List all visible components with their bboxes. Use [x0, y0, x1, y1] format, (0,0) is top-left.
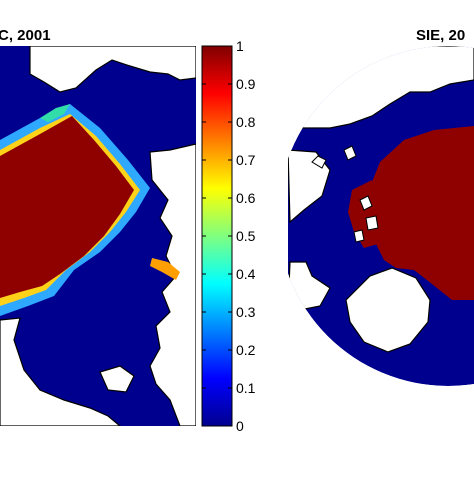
- right-ice-extent: [368, 126, 474, 300]
- colorbar-ticks: 0 0.1 0.2 0.3 0.4 0.5 0.6 0.7 0.8 0.9 1: [202, 38, 256, 434]
- left-ice-fringe-east: [150, 258, 180, 280]
- colorbar-tick-label: 0.4: [236, 266, 256, 282]
- colorbar: 0 0.1 0.2 0.3 0.4 0.5 0.6 0.7 0.8 0.9 1: [201, 38, 256, 434]
- left-land-north: [29, 46, 196, 93]
- left-land-east: [149, 143, 196, 426]
- colorbar-tick-label: 0.8: [236, 114, 256, 130]
- right-land-west: [288, 149, 331, 224]
- colorbar-tick-label: 0.6: [236, 190, 256, 206]
- colorbar-gradient: [201, 45, 233, 427]
- left-ice-fringe-north: [40, 104, 70, 122]
- colorbar-tick-label: 0.5: [236, 228, 256, 244]
- left-land-south: [0, 317, 121, 426]
- colorbar-tick-label: 0: [236, 418, 244, 434]
- right-coast-fragment: [311, 145, 357, 169]
- right-map-panel: [288, 46, 474, 426]
- colorbar-tick-label: 0.9: [236, 76, 256, 92]
- right-land-greenland: [345, 267, 431, 353]
- colorbar-tick-label: 0.7: [236, 152, 256, 168]
- left-map-panel: [0, 46, 196, 426]
- right-panel-title: SIE, 20: [416, 27, 465, 44]
- left-ice-pack: [0, 116, 134, 298]
- colorbar-tick-label: 1: [236, 38, 244, 54]
- left-island: [99, 365, 135, 393]
- left-panel-title: C, 2001: [0, 27, 51, 44]
- right-archipelago-islands: [353, 195, 379, 243]
- colorbar-tick-label: 0.1: [236, 380, 256, 396]
- colorbar-tick-label: 0.3: [236, 304, 256, 320]
- colorbar-tick-label: 0.2: [236, 342, 256, 358]
